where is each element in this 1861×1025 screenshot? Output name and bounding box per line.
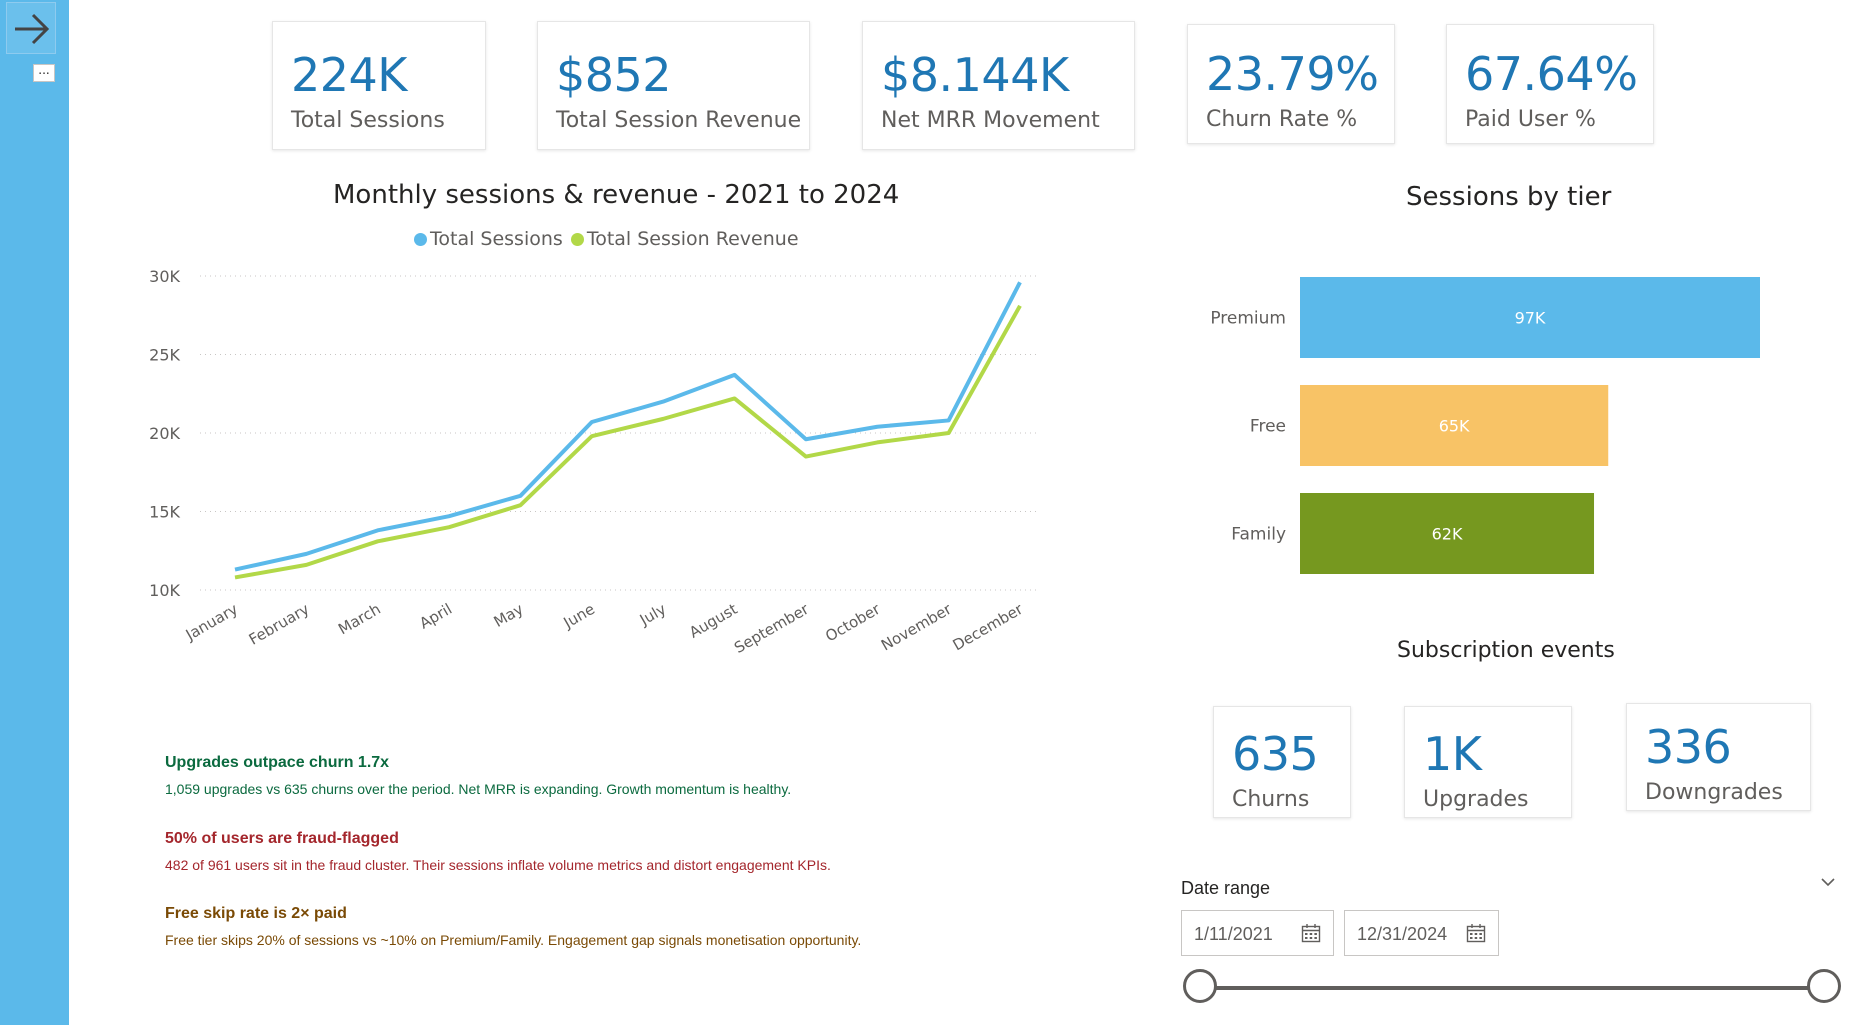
y-tick-label: 20K [149,424,180,443]
bar-data-label: 62K [1432,525,1463,544]
kpi-label: Total Session Revenue [556,108,802,133]
subscription-value: 635 [1232,727,1319,781]
insight-skip-rate: Free skip rate is 2× paid Free tier skip… [165,905,861,948]
start-date-value: 1/11/2021 [1194,924,1273,944]
expand-pane-button[interactable] [6,2,56,54]
series-line-revenue [234,304,1022,580]
x-tick-label: February [246,600,313,649]
legend-label: Total Session Revenue [586,228,799,250]
legend-label: Total Sessions [430,228,563,250]
chevron-down-icon[interactable] [1820,876,1836,888]
kpi-card-net-mrr-movement: $8.144K Net MRR Movement [862,21,1135,150]
arrow-right-icon [15,13,50,45]
subscription-label: Churns [1232,787,1310,812]
date-slider-track[interactable] [1202,986,1824,990]
legend-item-sessions[interactable]: Total Sessions [414,228,563,250]
subscription-card-upgrades: 1K Upgrades [1404,706,1572,818]
line-chart: 10K 15K 20K 25K 30K January February March April… [149,267,1040,657]
bar-category-label: Free [1250,417,1286,437]
insight-body: Free tier skips 20% of sessions vs ~10% … [165,932,862,948]
bar-chart: Premium 97K Free 65K Family 62K [1210,277,1760,574]
legend-item-revenue[interactable]: Total Session Revenue [570,228,799,250]
insight-body: 1,059 upgrades vs 635 churns over the pe… [165,781,792,797]
end-date-value: 12/31/2024 [1357,924,1448,944]
subscription-value: 1K [1423,727,1482,781]
subscription-value: 336 [1645,720,1732,774]
calendar-icon[interactable] [1301,923,1321,943]
kpi-label: Total Sessions [291,108,445,133]
bar-family [1300,493,1595,574]
kpi-value: $8.144K [881,48,1069,102]
kpi-value: 224K [291,48,407,102]
subscription-card-downgrades: 336 Downgrades [1626,703,1811,811]
x-tick-label: March [335,600,384,638]
date-range-label: Date range [1181,878,1271,898]
date-slider-end-handle[interactable] [1807,969,1841,1003]
insight-heading: Free skip rate is 2× paid [165,905,347,922]
calendar-icon[interactable] [1466,923,1486,943]
insight-upgrades: Upgrades outpace churn 1.7x 1,059 upgrad… [165,754,791,797]
kpi-card-paid-user: 67.64% Paid User % [1446,24,1654,144]
y-tick-label: 30K [149,267,180,286]
insight-heading: 50% of users are fraud-flagged [165,830,399,847]
subscription-label: Downgrades [1645,780,1783,805]
start-date-input[interactable]: 1/11/2021 [1181,910,1334,956]
bar-category-label: Premium [1210,309,1286,329]
line-chart-legend: Total Sessions Total Session Revenue [414,228,807,250]
date-slider-start-handle[interactable] [1183,969,1217,1003]
legend-dot [414,233,427,246]
x-tick-label: November [878,599,955,654]
bar-category-label: Family [1231,525,1286,545]
subscription-card-churns: 635 Churns [1213,706,1351,818]
legend-dot [570,233,584,246]
kpi-value: 23.79% [1206,47,1379,101]
kpi-value: 67.64% [1465,47,1638,101]
end-date-input[interactable]: 12/31/2024 [1344,910,1499,956]
y-tick-label: 25K [149,346,180,365]
insight-body: 482 of 961 users sit in the fraud cluste… [165,857,831,873]
bar-free [1300,385,1609,466]
series-line-sessions [234,281,1022,572]
y-tick-label: 10K [149,581,180,600]
sidebar: ... [0,0,69,1025]
y-tick-label: 15K [149,503,180,522]
x-tick-label: April [416,600,455,633]
bar-premium [1300,277,1760,358]
kpi-label: Churn Rate % [1206,107,1358,132]
x-tick-label: June [560,600,598,632]
kpi-value: $852 [556,48,672,102]
kpi-card-total-session-revenue: $852 Total Session Revenue [537,21,810,150]
x-tick-label: October [822,599,884,645]
x-tick-label: May [491,600,527,631]
x-tick-label: January [182,600,241,645]
kpi-label: Paid User % [1465,107,1596,132]
x-tick-label: September [731,599,813,656]
kpi-card-total-sessions: 224K Total Sessions [272,21,486,150]
x-tick-label: July [636,600,669,630]
kpi-card-churn-rate: 23.79% Churn Rate % [1187,24,1395,144]
kpi-label: Net MRR Movement [881,108,1100,133]
x-tick-label: August [686,600,741,642]
x-tick-label: December [950,599,1027,654]
subscription-label: Upgrades [1423,787,1529,812]
more-options-button[interactable]: ... [33,64,55,82]
bar-chart-title: Sessions by tier [1406,182,1612,212]
subscription-events-title: Subscription events [1397,638,1615,663]
insight-heading: Upgrades outpace churn 1.7x [165,754,390,771]
insight-fraud: 50% of users are fraud-flagged 482 of 96… [165,830,831,873]
line-chart-title: Monthly sessions & revenue - 2021 to 202… [333,180,900,210]
bar-data-label: 65K [1439,417,1470,436]
bar-data-label: 97K [1515,309,1546,328]
